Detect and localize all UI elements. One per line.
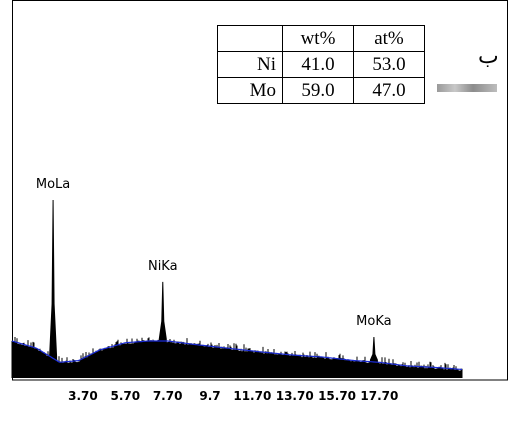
spectrum-outline [11,340,463,371]
table-header-cell [217,25,283,52]
peak-moka [369,337,378,378]
table-cell-at: 53.0 [353,51,425,78]
spectrum-peaks [49,200,378,378]
x-tick-label: 9.7 [199,389,220,403]
peak-label-moka: MoKa [356,314,391,329]
peak-label-nika: NiKa [148,259,178,274]
micrograph-strip [437,84,497,92]
peak-mola [49,200,58,378]
table-header-row: wt% at% [217,25,425,52]
x-tick-label: 5.70 [110,389,140,403]
x-tick-label: 15.70 [318,389,356,403]
spectrum-background-fill [11,335,463,378]
x-axis-ticks: 3.70 5.70 7.70 9.7 11.70 13.70 15.70 17.70 [68,389,398,403]
spectrum-frame [12,0,508,380]
peak-label-mola: MoLa [36,177,70,192]
table-cell-wt: 59.0 [282,77,354,104]
spectrum-fill [11,335,463,378]
table-cell-at: 47.0 [353,77,425,104]
table-row: Mo 59.0 47.0 [217,77,425,104]
table-header-cell: at% [353,25,425,52]
x-tick-label: 13.70 [276,389,314,403]
x-tick-label: 3.70 [68,389,98,403]
peak-labels: MoLa NiKa MoKa [36,177,392,329]
panel-marker: ب [478,44,499,69]
x-tick-label: 7.70 [153,389,183,403]
table-row: Ni 41.0 53.0 [217,51,425,78]
table-cell-element: Mo [217,77,283,104]
x-tick-label: 11.70 [233,389,271,403]
composition-table: wt% at% Ni 41.0 53.0 Mo 59.0 47.0 [217,25,425,104]
table-header-cell: wt% [282,25,354,52]
table-cell-wt: 41.0 [282,51,354,78]
peak-nika [158,281,167,378]
table-cell-element: Ni [217,51,283,78]
x-tick-label: 17.70 [360,389,398,403]
